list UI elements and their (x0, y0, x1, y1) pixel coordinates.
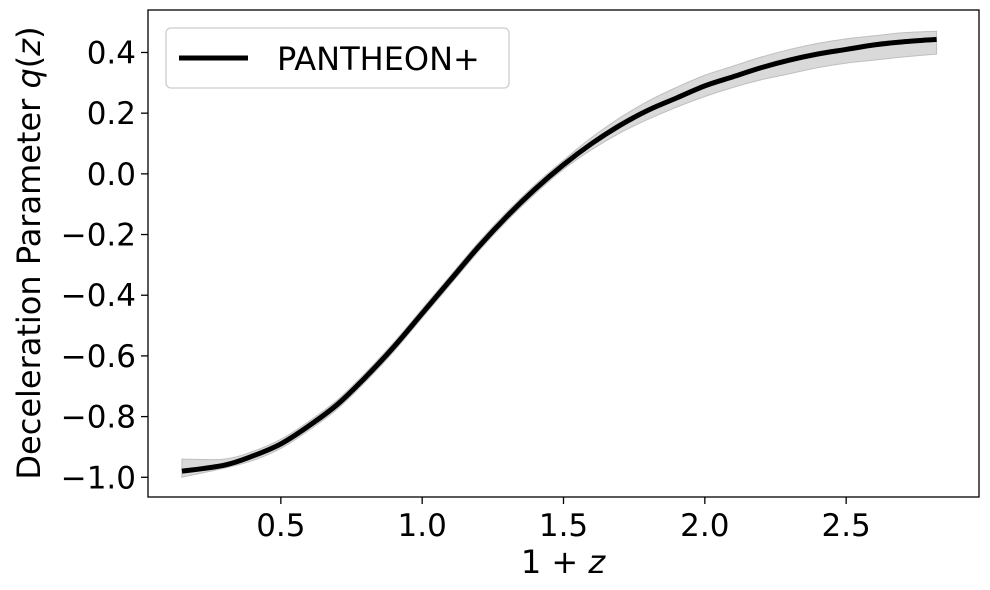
confidence-band (181, 30, 938, 478)
y-tick-label: 0.2 (87, 96, 136, 132)
legend-frame (165, 27, 510, 89)
y-tick-label: −0.8 (61, 400, 136, 436)
x-axis-label: 1 + z (521, 543, 607, 581)
y-axis: −1.0 −0.8 −0.6 −0.4 −0.2 0.0 0.2 0.4 (61, 35, 148, 496)
y-tick-label: −0.4 (61, 278, 136, 314)
series-line-1 (181, 36, 937, 474)
y-tick-label: 0.4 (87, 35, 136, 71)
y-tick-label: −0.2 (61, 218, 136, 254)
x-tick-label: 0.5 (256, 508, 305, 544)
legend-label: PANTHEON+ (277, 40, 480, 78)
x-tick-label: 1.5 (539, 508, 588, 544)
legend: PANTHEON+ (165, 27, 510, 89)
y-tick-label: 0.0 (87, 157, 136, 193)
x-tick-label: 2.0 (680, 508, 729, 544)
x-tick-label: 2.5 (821, 508, 870, 544)
x-axis: 0.5 1.0 1.5 2.0 2.5 (256, 497, 871, 544)
x-tick-label: 1.0 (398, 508, 447, 544)
confidence-band-layer (181, 30, 938, 478)
y-axis-label: Deceleration Parameter q(z) (10, 26, 48, 479)
y-tick-label: −0.6 (61, 339, 136, 375)
y-tick-label: −1.0 (61, 460, 136, 496)
series-line-layer (181, 36, 937, 474)
